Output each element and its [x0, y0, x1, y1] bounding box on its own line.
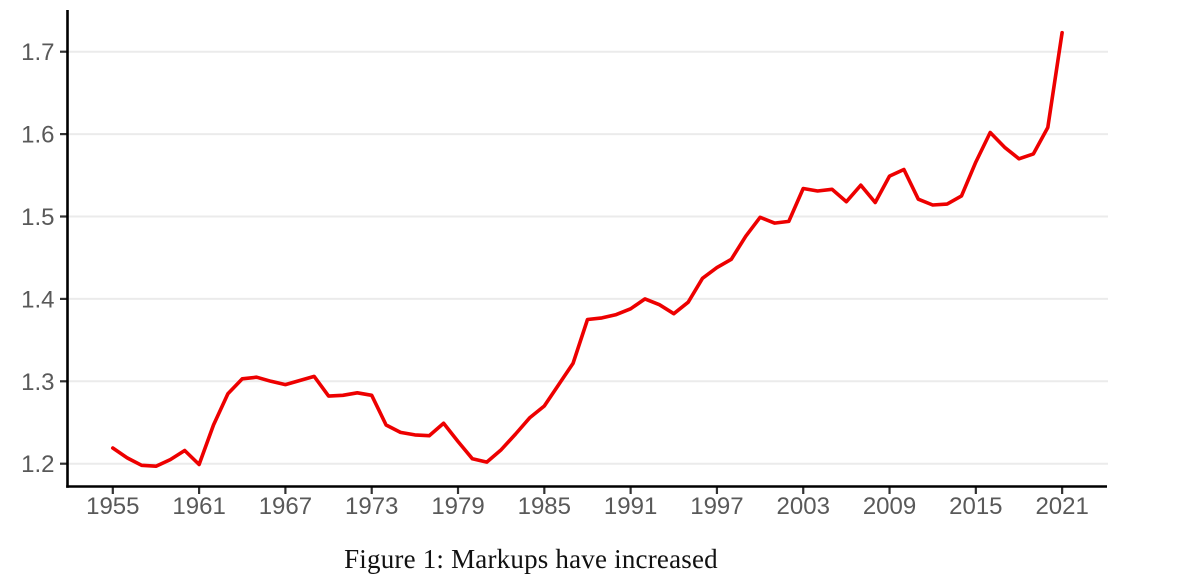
- x-tick-label: 2015: [949, 493, 1002, 520]
- x-tick-label: 1979: [431, 493, 484, 520]
- y-tick-label: 1.7: [21, 39, 54, 66]
- x-tick-label: 1961: [172, 493, 225, 520]
- x-tick-label: 1985: [518, 493, 571, 520]
- x-tick-label: 2021: [1035, 493, 1088, 520]
- x-tick-label: 1973: [345, 493, 398, 520]
- figure-caption: Figure 1: Markups have increased: [344, 544, 718, 574]
- y-tick-label: 1.3: [21, 369, 54, 396]
- x-tick-label: 1967: [259, 493, 312, 520]
- caption-row: Figure 1: Markups have increased: [0, 544, 1062, 575]
- chart-area: 1.2 1.3 1.4 1.5 1.6 1.7 1955 1961 1967 1973 1979 19…: [21, 10, 1108, 520]
- markup-line-chart: 1.2 1.3 1.4 1.5 1.6 1.7 1955 1961 1967 1973 1979 19…: [21, 10, 1108, 520]
- y-tick-label: 1.5: [21, 204, 54, 231]
- y-tick-label: 1.4: [21, 286, 54, 313]
- y-tick-label: 1.6: [21, 122, 54, 149]
- y-tick-label: 1.2: [21, 451, 54, 478]
- x-tick-label: 1991: [604, 493, 657, 520]
- x-tick-label: 2003: [777, 493, 830, 520]
- x-tick-label: 2009: [863, 493, 916, 520]
- markup-series-line: [111, 30, 1064, 469]
- x-tick-label: 1997: [690, 493, 743, 520]
- x-tick-label: 1955: [86, 493, 139, 520]
